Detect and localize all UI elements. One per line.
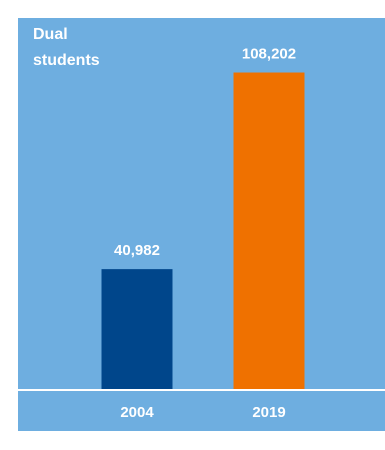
- data-label-2019: 108,202: [242, 46, 296, 63]
- data-label-2004: 40,982: [114, 242, 160, 259]
- bars-group: 40,982 108,202: [101, 46, 305, 389]
- bar-2019: [233, 72, 305, 389]
- bar-2004: [101, 269, 173, 389]
- chart-title: Dual students: [33, 26, 100, 69]
- chart-panel: Dual students 40,982 108,202 2004 2019: [18, 18, 385, 431]
- x-tick-label-2019: 2019: [252, 404, 285, 421]
- chart-title-line-2: students: [33, 52, 100, 69]
- x-tick-label-2004: 2004: [120, 404, 154, 421]
- chart-background: [18, 18, 385, 431]
- chart-title-line-1: Dual: [33, 26, 68, 43]
- x-tick-labels: 2004 2019: [120, 404, 285, 421]
- bar-chart: Dual students 40,982 108,202 2004 2019: [18, 18, 385, 431]
